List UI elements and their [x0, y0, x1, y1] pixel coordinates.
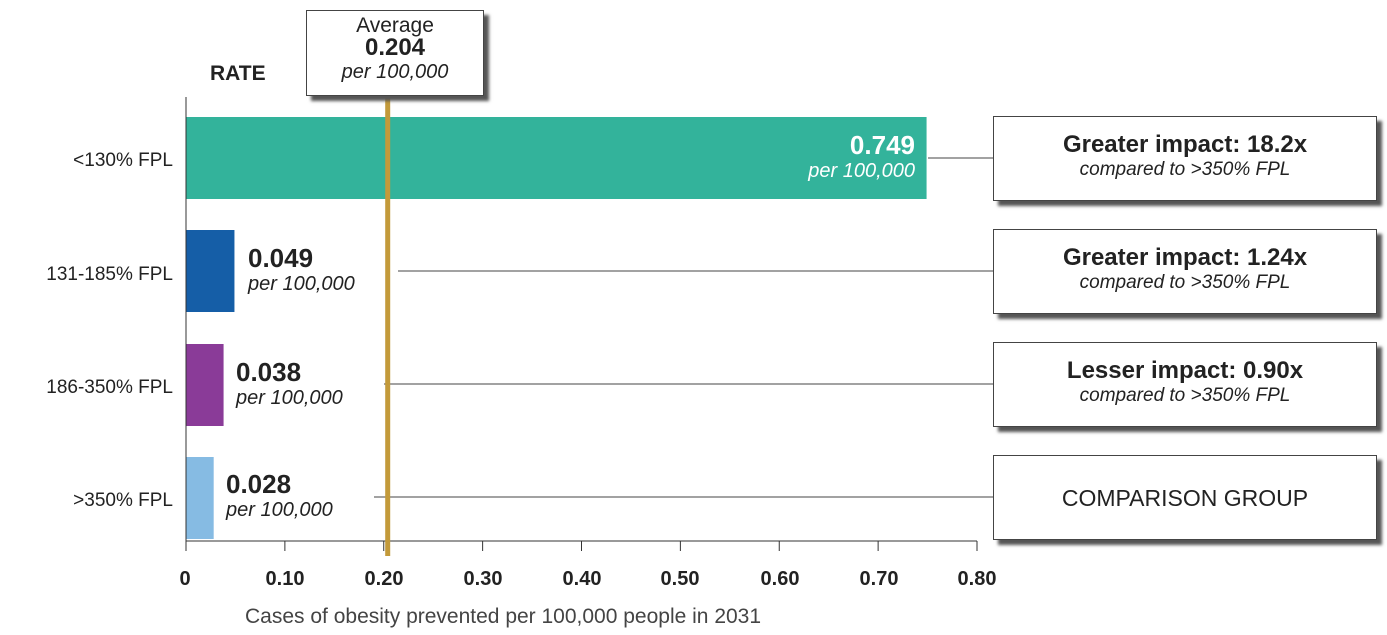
x-tick-label: 0.50 [660, 568, 700, 590]
average-unit: per 100,000 [341, 61, 449, 83]
x-tick-label: 0.30 [463, 568, 503, 590]
x-tick-label: 0 [179, 568, 191, 590]
impact-subtext: compared to >350% FPL [1079, 385, 1291, 406]
impact-headline: Greater impact: 1.24x [1062, 244, 1308, 271]
bar-4 [186, 457, 214, 539]
x-tick-label: 0.20 [364, 568, 404, 590]
data-label-2: 0.049 per 100,000 [248, 244, 355, 296]
x-tick-label: 0.80 [957, 568, 997, 590]
impact-subtext: compared to >350% FPL [1079, 272, 1291, 293]
data-label-unit: per 100,000 [808, 160, 915, 182]
x-tick-label: 0.60 [760, 568, 800, 590]
category-label-3: 186-350% FPL [46, 377, 173, 398]
data-label-value: 0.028 [226, 469, 292, 499]
category-label-4: >350% FPL [73, 490, 173, 511]
data-label-unit: per 100,000 [226, 499, 333, 521]
impact-subtext: compared to >350% FPL [1079, 159, 1291, 180]
data-label-3: 0.038 per 100,000 [236, 358, 343, 410]
category-label-2: 131-185% FPL [46, 264, 173, 285]
average-title: Average [356, 14, 434, 37]
data-label-value: 0.038 [236, 357, 302, 387]
average-value: 0.204 [364, 34, 426, 61]
impact-headline: Lesser impact: 0.90x [1066, 357, 1304, 384]
data-label-value: 0.049 [248, 243, 314, 273]
data-label-4: 0.028 per 100,000 [226, 470, 333, 522]
category-label-1: <130% FPL [73, 150, 173, 171]
impact-callout-1: Greater impact: 18.2x compared to >350% … [993, 116, 1377, 201]
impact-callout-3: Lesser impact: 0.90x compared to >350% F… [993, 342, 1377, 427]
impact-headline: Greater impact: 18.2x [1062, 131, 1308, 158]
comparison-group-label: COMPARISON GROUP [1061, 485, 1309, 511]
x-tick-label: 0.10 [265, 568, 305, 590]
bar-2 [186, 230, 235, 312]
data-label-unit: per 100,000 [236, 387, 343, 409]
data-label-1: 0.749 per 100,000 [808, 131, 915, 183]
data-label-value: 0.749 [849, 130, 915, 160]
bar-1 [186, 117, 927, 199]
comparison-group-callout: COMPARISON GROUP [993, 455, 1377, 540]
x-axis-label: Cases of obesity prevented per 100,000 p… [245, 605, 762, 628]
bar-3 [186, 344, 224, 426]
x-tick-label: 0.70 [859, 568, 899, 590]
impact-callout-2: Greater impact: 1.24x compared to >350% … [993, 229, 1377, 314]
average-callout: Average 0.204 per 100,000 [306, 10, 484, 96]
data-label-unit: per 100,000 [248, 273, 355, 295]
y-axis-title: RATE [210, 62, 266, 85]
x-tick-label: 0.40 [562, 568, 602, 590]
